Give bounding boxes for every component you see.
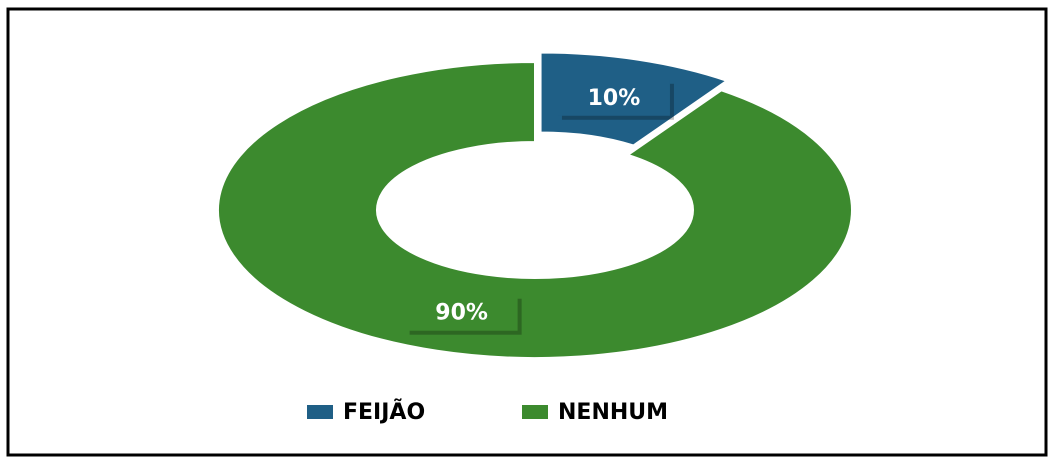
data-label: 10%: [588, 86, 641, 111]
legend-label: FEIJÃO: [343, 399, 425, 425]
label-box: [405, 294, 518, 331]
legend-label: NENHUM: [558, 400, 668, 425]
legend-swatch: [522, 405, 548, 419]
legend-swatch: [307, 405, 333, 419]
donut-slice: [217, 60, 853, 359]
label-box: [557, 79, 670, 116]
data-label: 90%: [435, 301, 488, 326]
